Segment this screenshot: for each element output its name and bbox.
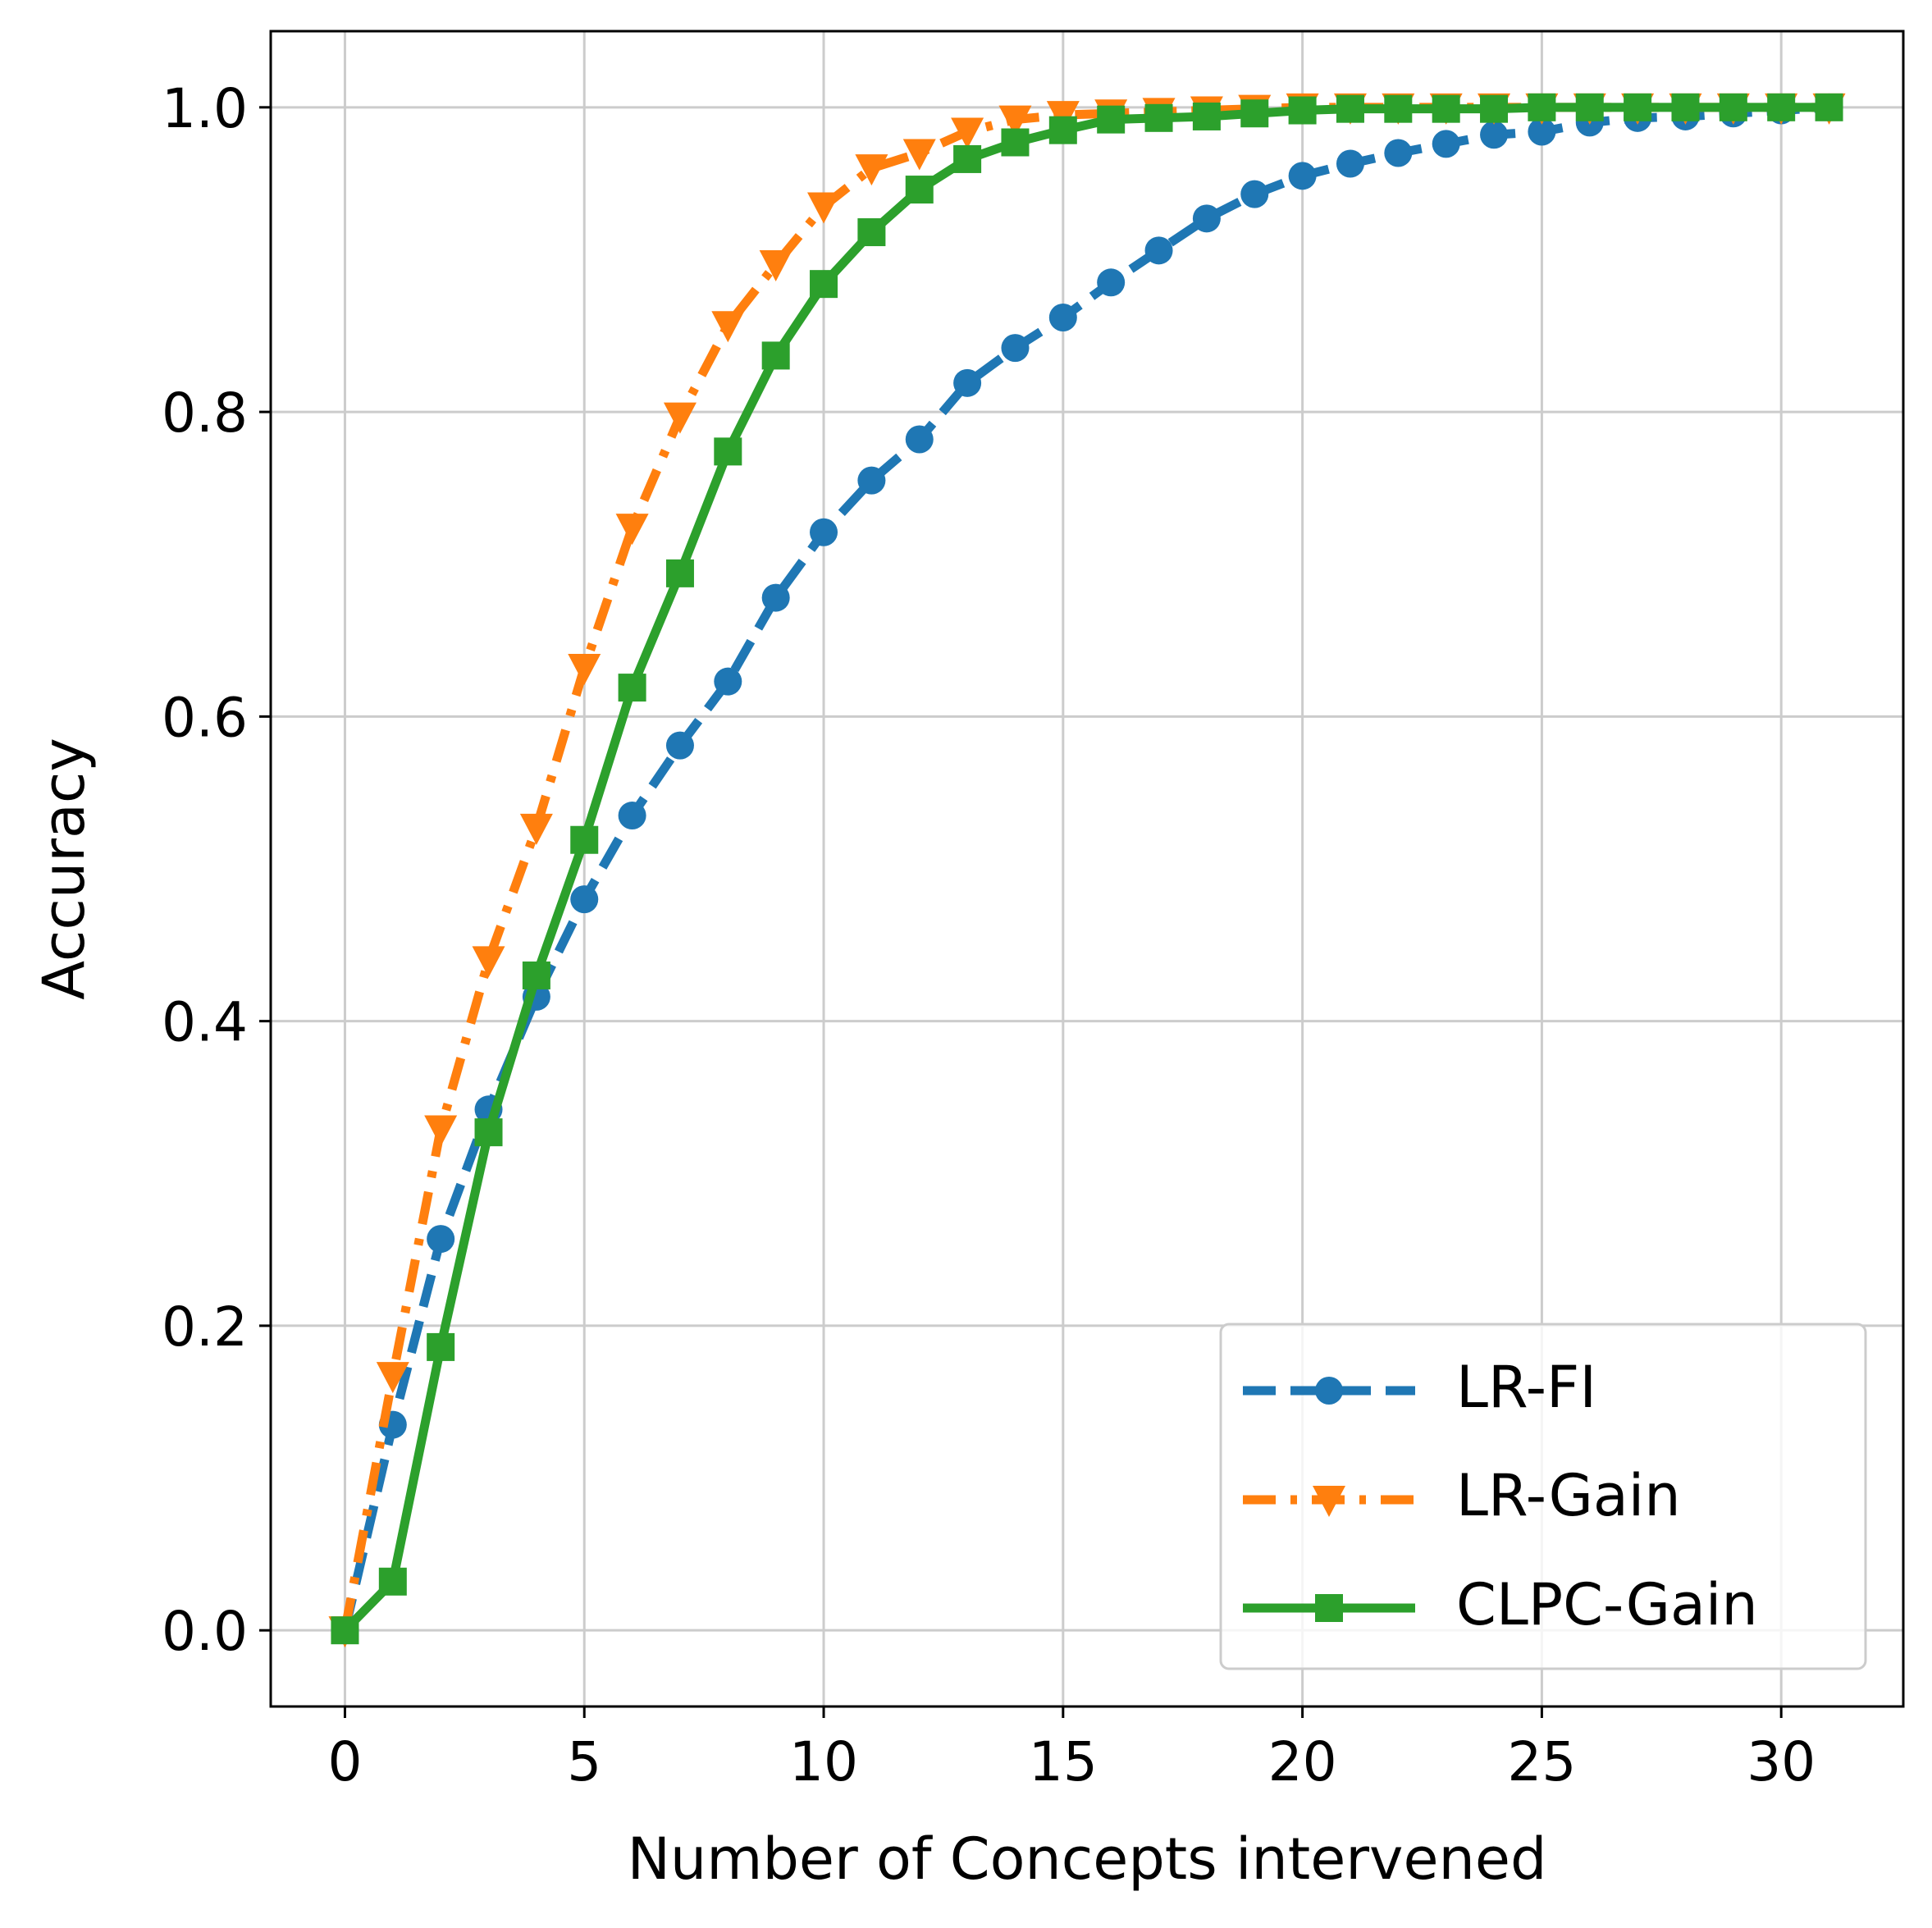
- data-point-clpc-gain: [474, 1118, 503, 1147]
- data-point-clpc-gain: [522, 961, 550, 989]
- x-tick-label: 30: [1747, 1730, 1816, 1793]
- axis-ticks: 0 5 10 15 20 25 30 0.0 0.2 0.4 0.6 0.8 1.0: [162, 77, 1816, 1793]
- data-point-clpc-gain: [427, 1332, 455, 1361]
- y-tick-label: 0.4: [162, 991, 248, 1054]
- data-point-lr-fi: [905, 425, 934, 454]
- series-clpc-gain: [331, 93, 1843, 1645]
- y-axis-label: Accuracy: [30, 738, 98, 1000]
- data-point-clpc-gain: [331, 1616, 359, 1645]
- data-point-clpc-gain: [953, 144, 982, 173]
- data-point-lr-gain: [902, 139, 936, 171]
- data-point-lr-fi: [953, 368, 982, 397]
- grid: [271, 31, 1903, 1706]
- data-point-lr-fi: [618, 802, 646, 830]
- data-point-lr-fi: [1480, 121, 1509, 149]
- data-point-lr-gain: [998, 105, 1032, 137]
- data-point-clpc-gain: [810, 270, 838, 299]
- legend-swatches: [1243, 1377, 1415, 1622]
- data-point-lr-fi: [1097, 268, 1126, 297]
- data-point-lr-gain: [568, 653, 601, 685]
- legend-marker-lr-fi: [1315, 1377, 1343, 1405]
- legend-label-clpc-gain: CLPC-Gain: [1456, 1571, 1758, 1638]
- data-point-clpc-gain: [714, 437, 742, 466]
- data-point-clpc-gain: [1097, 105, 1126, 134]
- data-point-clpc-gain: [905, 176, 934, 204]
- data-point-clpc-gain: [1815, 93, 1843, 121]
- plot-area-frame: [269, 30, 1905, 1708]
- data-point-lr-fi: [761, 583, 790, 612]
- legend: LR-FI LR-Gain CLPC-Gain: [1219, 1323, 1867, 1670]
- data-point-lr-fi: [1528, 117, 1556, 146]
- data-point-lr-fi: [1144, 236, 1173, 265]
- y-tick-label: 0.2: [162, 1295, 248, 1359]
- data-point-clpc-gain: [1336, 94, 1364, 123]
- data-point-lr-fi: [1336, 149, 1364, 178]
- data-point-lr-fi: [810, 518, 838, 546]
- data-point-lr-fi: [1384, 139, 1413, 167]
- series-lines: [328, 93, 1846, 1648]
- data-point-clpc-gain: [1480, 94, 1509, 123]
- data-point-clpc-gain: [1192, 102, 1221, 130]
- data-point-clpc-gain: [1144, 103, 1173, 132]
- x-tick-label: 5: [567, 1730, 601, 1793]
- data-point-lr-fi: [1432, 130, 1460, 158]
- data-point-clpc-gain: [1575, 93, 1604, 121]
- data-point-lr-gain: [615, 514, 649, 546]
- data-point-clpc-gain: [570, 825, 599, 854]
- data-point-clpc-gain: [618, 674, 646, 702]
- data-point-lr-gain: [711, 311, 745, 343]
- legend-label-lr-fi: LR-FI: [1456, 1354, 1596, 1421]
- x-tick-label: 10: [789, 1730, 858, 1793]
- x-tick-label: 20: [1268, 1730, 1337, 1793]
- data-point-lr-gain: [424, 1115, 458, 1147]
- data-point-clpc-gain: [1432, 94, 1460, 123]
- data-point-lr-fi: [427, 1225, 455, 1254]
- legend-frame: [1219, 1323, 1867, 1670]
- y-tick-label: 0.8: [162, 381, 248, 445]
- y-tick-label: 1.0: [162, 77, 248, 140]
- legend-marker-lr-gain: [1313, 1486, 1345, 1517]
- data-point-clpc-gain: [1767, 93, 1796, 121]
- data-point-lr-fi: [665, 731, 694, 760]
- legend-label-lr-gain: LR-Gain: [1456, 1462, 1681, 1529]
- data-point-clpc-gain: [1671, 93, 1700, 121]
- data-point-lr-fi: [1001, 334, 1030, 363]
- y-tick-label: 0.6: [162, 686, 248, 749]
- data-point-clpc-gain: [1288, 96, 1317, 125]
- data-point-lr-gain: [807, 192, 841, 224]
- data-point-clpc-gain: [1048, 116, 1077, 144]
- legend-marker-clpc-gain: [1315, 1594, 1343, 1622]
- data-point-lr-fi: [857, 466, 886, 495]
- data-point-lr-gain: [951, 117, 984, 149]
- x-tick-label: 0: [327, 1730, 362, 1793]
- data-point-lr-gain: [472, 946, 505, 978]
- data-point-clpc-gain: [378, 1567, 407, 1596]
- data-point-lr-gain: [519, 813, 553, 845]
- data-point-lr-fi: [1240, 180, 1269, 208]
- data-point-lr-gain: [855, 154, 888, 186]
- data-point-clpc-gain: [761, 341, 790, 370]
- data-point-lr-fi: [1048, 303, 1077, 331]
- x-tick-label: 15: [1029, 1730, 1098, 1793]
- data-point-lr-fi: [570, 885, 599, 914]
- data-point-clpc-gain: [1624, 93, 1652, 121]
- data-point-lr-gain: [663, 402, 697, 434]
- data-point-lr-fi: [714, 667, 742, 696]
- data-point-clpc-gain: [1384, 94, 1413, 123]
- x-tick-label: 25: [1507, 1730, 1576, 1793]
- data-point-clpc-gain: [1001, 128, 1030, 157]
- data-point-clpc-gain: [1719, 93, 1747, 121]
- data-point-lr-fi: [1192, 204, 1221, 233]
- y-tick-label: 0.0: [162, 1600, 248, 1663]
- data-point-lr-gain: [759, 250, 792, 282]
- data-point-lr-fi: [1288, 162, 1317, 190]
- x-axis-label: Number of Concepts intervened: [628, 1825, 1547, 1893]
- data-point-clpc-gain: [857, 218, 886, 247]
- data-point-lr-gain: [376, 1362, 409, 1394]
- data-point-clpc-gain: [1240, 99, 1269, 128]
- data-point-clpc-gain: [665, 559, 694, 587]
- data-point-clpc-gain: [1528, 93, 1556, 121]
